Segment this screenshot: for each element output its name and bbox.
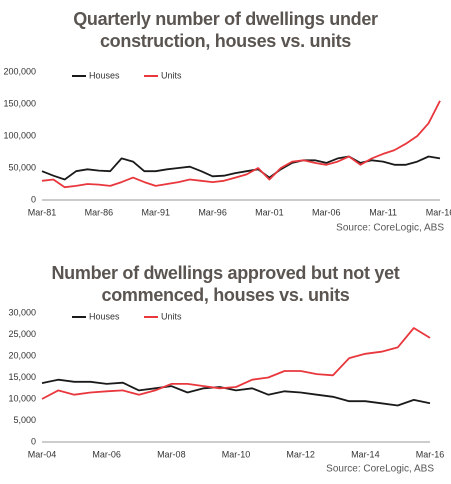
x-tick-label: Mar-04: [28, 449, 57, 459]
y-tick-label: 50,000: [8, 162, 36, 172]
y-tick-label: 0: [31, 194, 36, 204]
x-tick-label: Mar-12: [286, 449, 315, 459]
x-tick-label: Mar-11: [369, 207, 397, 217]
x-tick-label: Mar-16: [416, 449, 445, 459]
y-tick-label: 10,000: [8, 393, 36, 403]
x-tick-label: Mar-06: [312, 207, 341, 217]
series-line: [41, 100, 441, 189]
source-note: Source: CoreLogic, ABS: [336, 223, 444, 234]
legend-label: Units: [161, 311, 182, 321]
series-line: [41, 378, 431, 407]
x-tick-label: Mar-96: [198, 207, 227, 217]
y-tick-label: 150,000: [3, 98, 36, 108]
x-tick-label: Mar-86: [85, 207, 114, 217]
series-line: [41, 155, 441, 181]
source-note: Source: CoreLogic, ABS: [326, 464, 434, 475]
chart-title: Quarterly number of dwellings under cons…: [73, 9, 378, 51]
x-tick-label: Mar-10: [222, 449, 251, 459]
y-tick-label: 5,000: [13, 415, 36, 425]
chart-title: Number of dwellings approved but not yet…: [51, 263, 400, 305]
y-tick-label: 30,000: [8, 307, 36, 317]
x-tick-label: Mar-81: [28, 207, 57, 217]
legend-label: Units: [161, 70, 182, 80]
y-tick-label: 0: [31, 436, 36, 446]
y-tick-label: 20,000: [8, 350, 36, 360]
y-tick-label: 25,000: [8, 329, 36, 339]
x-tick-label: Mar-16: [426, 207, 451, 217]
legend-label: Houses: [89, 311, 120, 321]
series-line: [41, 327, 431, 400]
x-tick-label: Mar-01: [255, 207, 284, 217]
y-tick-label: 200,000: [3, 66, 36, 76]
chart: 0 50,000 100,000 150,000 200,000 Mar-81 Mar-86…: [3, 66, 451, 234]
x-tick-label: Mar-14: [351, 449, 380, 459]
legend-label: Houses: [89, 70, 120, 80]
x-tick-label: Mar-91: [141, 207, 170, 217]
y-tick-label: 15,000: [8, 372, 36, 382]
y-tick-label: 100,000: [3, 130, 36, 140]
x-tick-label: Mar-06: [92, 449, 121, 459]
chart: 0 5,000 10,000 15,000 20,000 25,000 30,000 Mar-…: [8, 307, 445, 475]
x-tick-label: Mar-08: [157, 449, 186, 459]
